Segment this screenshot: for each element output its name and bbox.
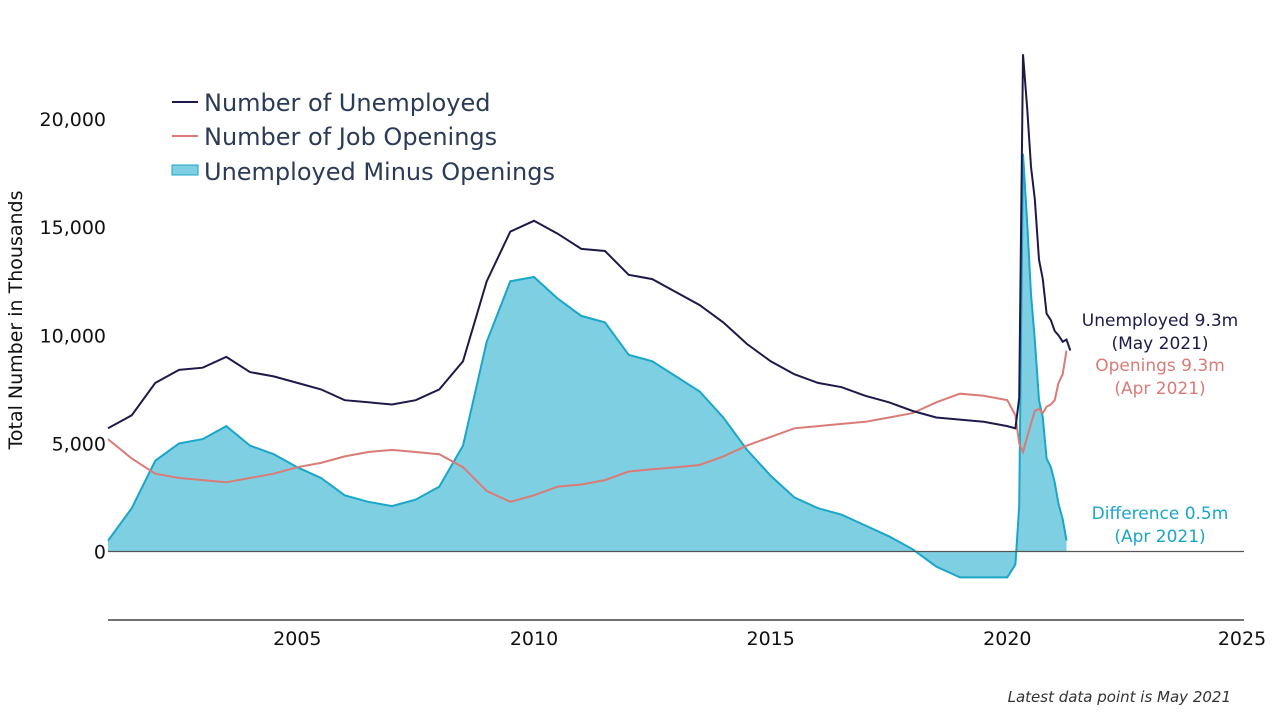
y-tick-label: 20,000 — [40, 109, 106, 131]
openings-line — [107, 350, 1068, 503]
y-axis-label: Total Number in Thousands — [5, 191, 27, 451]
annotation-difference-date: (Apr 2021) — [1114, 527, 1205, 547]
difference-line — [107, 153, 1068, 579]
x-tick-label: 2005 — [273, 628, 321, 650]
annotation-unemployed: Unemployed 9.3m (May 2021) — [1082, 311, 1238, 354]
y-tick-label: 0 — [94, 541, 106, 563]
legend-swatch-difference — [171, 164, 199, 176]
x-tick-label: 2025 — [1218, 628, 1266, 650]
legend: Number of Unemployed Number of Job Openi… — [171, 89, 555, 186]
x-tick-label: 2015 — [746, 628, 794, 650]
x-tick-label: 2010 — [510, 628, 558, 650]
annotation-openings-date: (Apr 2021) — [1114, 379, 1205, 399]
y-tick-label: 10,000 — [40, 325, 106, 347]
annotation-difference: Difference 0.5m (Apr 2021) — [1092, 504, 1229, 547]
annotation-openings-value: Openings 9.3m — [1095, 356, 1225, 376]
annotation-openings: Openings 9.3m (Apr 2021) — [1095, 356, 1225, 399]
x-axis-ticks: 2005 2010 2015 2020 2025 — [273, 628, 1266, 650]
annotation-unemployed-value: Unemployed 9.3m — [1082, 311, 1238, 331]
legend-label-unemployed: Number of Unemployed — [204, 89, 491, 117]
y-tick-label: 5,000 — [52, 433, 106, 455]
annotation-unemployed-date: (May 2021) — [1111, 334, 1208, 354]
plot-area — [107, 54, 1244, 579]
difference-area — [108, 153, 1067, 578]
x-tick-label: 2020 — [983, 628, 1031, 650]
y-axis-ticks: 0 5,000 10,000 15,000 20,000 — [40, 109, 106, 563]
unemployed-line — [107, 54, 1072, 430]
footnote: Latest data point is May 2021 — [1008, 688, 1231, 706]
legend-label-difference: Unemployed Minus Openings — [204, 158, 555, 186]
annotation-difference-value: Difference 0.5m — [1092, 504, 1229, 524]
y-tick-label: 15,000 — [40, 217, 106, 239]
legend-label-openings: Number of Job Openings — [204, 123, 497, 151]
